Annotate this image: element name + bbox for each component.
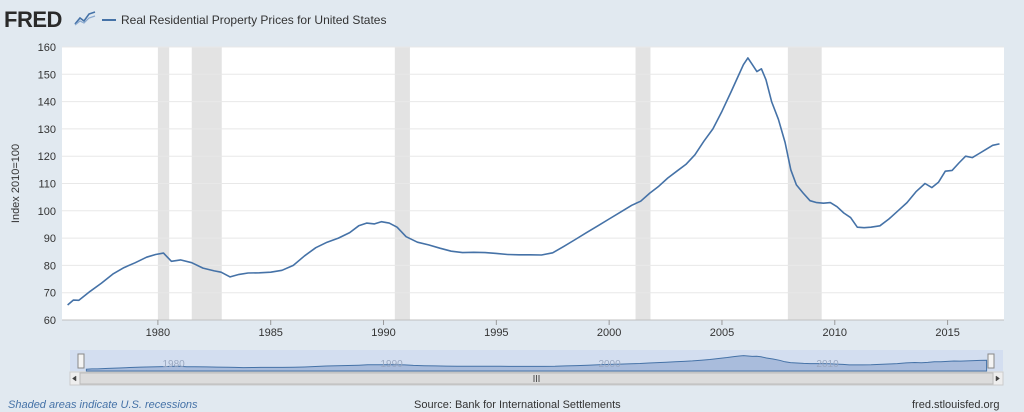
x-tick-label: 2005 <box>710 327 734 339</box>
legend-swatch <box>102 19 116 21</box>
x-tick-label: 2010 <box>823 327 847 339</box>
y-tick-label: 80 <box>44 260 56 272</box>
legend-label: Real Residential Property Prices for Uni… <box>121 13 387 27</box>
chart-header: FRED Real Residential Property Prices fo… <box>0 0 1024 40</box>
navigator-tick-label: 2010 <box>816 359 839 370</box>
navigator-right-handle[interactable] <box>987 353 995 369</box>
recessions-note: Shaded areas indicate U.S. recessions <box>8 399 198 411</box>
navigator-tick-label: 1990 <box>380 359 403 370</box>
y-tick-label: 120 <box>38 151 56 163</box>
y-tick-label: 60 <box>44 315 56 327</box>
series-line <box>67 57 1000 306</box>
y-tick-label: 130 <box>38 124 56 136</box>
y-tick-label: 140 <box>38 97 56 109</box>
fred-logo[interactable]: FRED <box>4 7 62 32</box>
y-tick-label: 100 <box>38 206 56 218</box>
source-note: Source: Bank for International Settlemen… <box>414 399 621 411</box>
x-tick-label: 1980 <box>146 327 170 339</box>
navigator-tick-label: 1980 <box>163 359 186 370</box>
x-tick-label: 1985 <box>258 327 282 339</box>
x-tick-label: 2015 <box>935 327 959 339</box>
y-tick-label: 160 <box>38 42 56 54</box>
fred-logo-graph-icon <box>74 10 96 26</box>
navigator-tick-label: 2000 <box>598 359 621 370</box>
x-tick-label: 1990 <box>371 327 395 339</box>
scroll-left-arrow-icon[interactable] <box>72 375 77 382</box>
navigator-left-handle[interactable] <box>77 353 85 369</box>
y-tick-label: 90 <box>44 233 56 245</box>
y-axis-label: Index 2010=100 <box>10 144 22 223</box>
y-tick-label: 110 <box>38 179 56 191</box>
y-tick-label: 70 <box>44 288 56 300</box>
y-tick-label: 150 <box>38 69 56 81</box>
x-tick-label: 1995 <box>484 327 508 339</box>
navigator-series-area <box>85 355 988 372</box>
scroll-right-arrow-icon[interactable] <box>995 375 1000 382</box>
site-link[interactable]: fred.stlouisfed.org <box>912 399 1000 411</box>
x-tick-label: 2000 <box>597 327 621 339</box>
